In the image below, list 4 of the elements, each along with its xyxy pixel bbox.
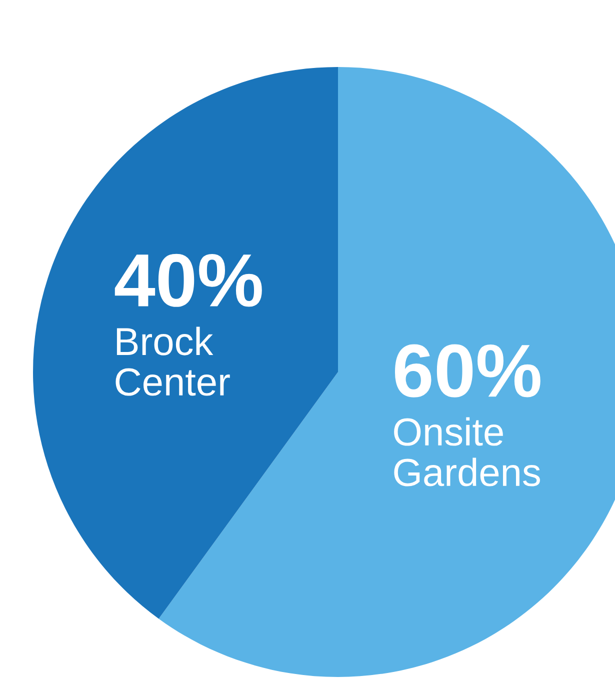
- data-label: 40%: [114, 254, 262, 307]
- slice-label: Brock Center: [116, 326, 230, 396]
- slice-label: Onsite Gardens: [394, 417, 540, 486]
- data-label: 60%: [394, 344, 540, 398]
